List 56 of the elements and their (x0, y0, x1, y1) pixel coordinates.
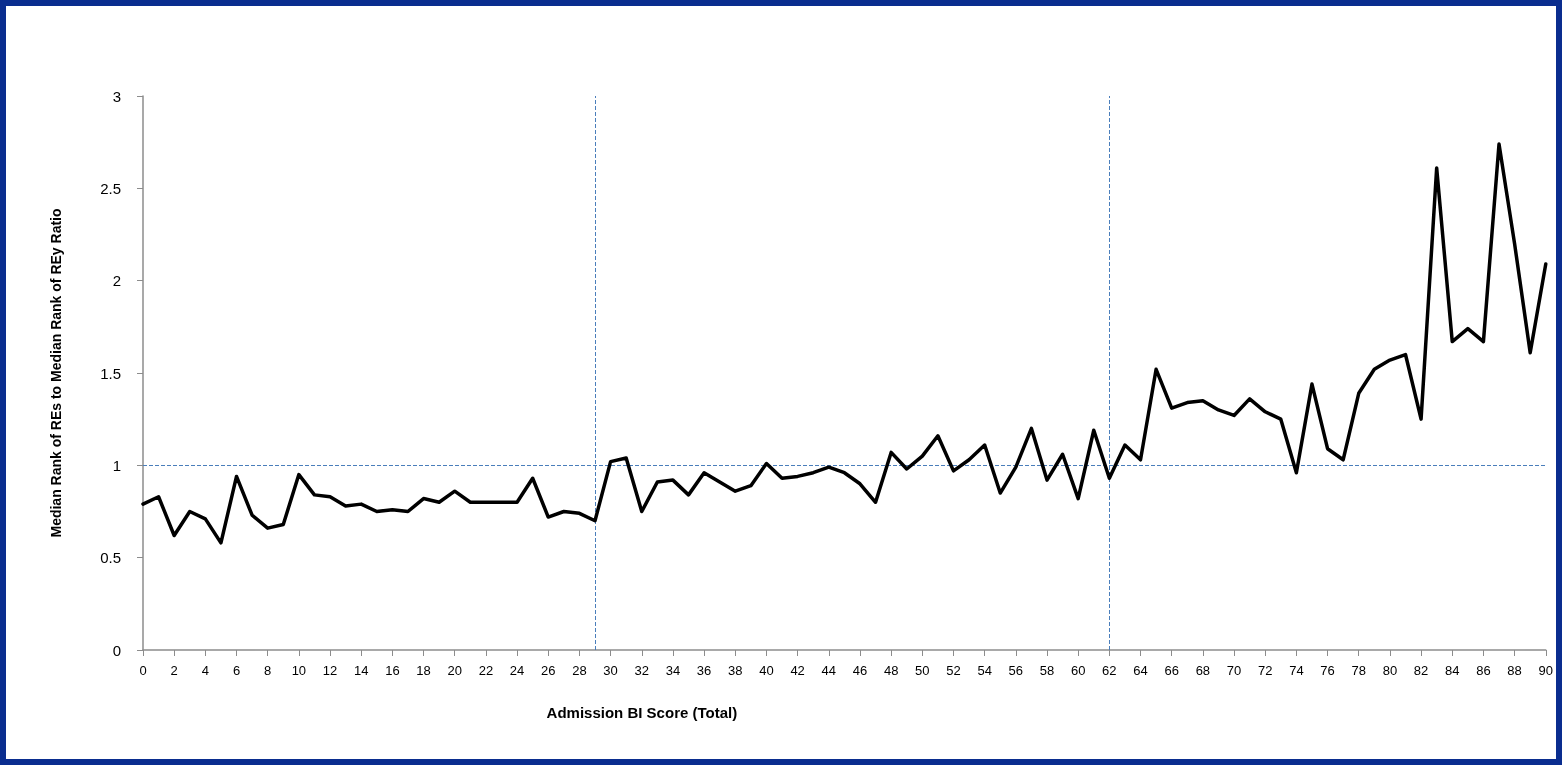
x-tick-label: 56 (1008, 663, 1024, 678)
y-tick-label: 0.5 (100, 549, 121, 567)
x-tick-label: 8 (264, 663, 272, 678)
x-tick-label: 10 (291, 663, 307, 678)
x-tick-label: 72 (1257, 663, 1273, 678)
x-tick-label: 18 (416, 663, 431, 678)
x-tick-label: 0 (139, 663, 147, 678)
x-tick-label: 60 (1070, 663, 1086, 678)
x-tick-label: 76 (1320, 663, 1335, 678)
x-tick-label: 38 (728, 663, 743, 678)
x-tick-label: 78 (1351, 663, 1366, 678)
x-tick-label: 12 (322, 663, 338, 678)
y-tick-label: 2.5 (100, 179, 121, 197)
x-tick-label: 26 (541, 663, 556, 678)
x-tick-label: 36 (696, 663, 712, 678)
x-tick-label: 58 (1039, 663, 1055, 678)
x-tick-label: 82 (1413, 663, 1429, 678)
x-tick-label: 90 (1538, 663, 1553, 678)
x-tick-label: 28 (572, 663, 587, 678)
x-tick-label: 46 (852, 663, 868, 678)
x-axis-title: Admission BI Score (Total) (546, 704, 738, 721)
x-tick-label: 84 (1445, 663, 1460, 678)
x-tick-label: 54 (977, 663, 992, 678)
x-tick-label: 34 (665, 663, 681, 678)
y-tick-label: 3 (112, 87, 121, 105)
y-axis-title: Median Rank of REs to Median Rank of REy Ratio (48, 208, 64, 538)
line-series (141, 142, 1548, 545)
x-tick-label: 4 (201, 663, 209, 678)
x-tick-label: 62 (1102, 663, 1117, 678)
x-tick-label: 42 (790, 663, 805, 678)
x-tick-label: 14 (353, 663, 369, 678)
x-tick-label: 74 (1289, 663, 1304, 678)
x-tick-label: 68 (1195, 663, 1211, 678)
x-tick-label: 48 (883, 663, 899, 678)
x-tick-label: 70 (1226, 663, 1242, 678)
x-tick-label: 64 (1133, 663, 1148, 678)
y-tick-label: 0 (112, 641, 121, 659)
x-tick-label: 6 (232, 663, 241, 678)
x-tick-label: 80 (1382, 663, 1398, 678)
x-tick-label: 22 (478, 663, 494, 678)
x-tick-label: 44 (821, 663, 837, 678)
y-tick-label: 1 (112, 456, 121, 474)
x-tick-label: 20 (447, 663, 462, 678)
x-tick-label: 86 (1476, 663, 1491, 678)
y-tick-label: 1.5 (100, 364, 121, 382)
x-tick-label: 24 (509, 663, 525, 678)
x-tick-label: 52 (946, 663, 961, 678)
x-tick-label: 2 (170, 663, 178, 678)
y-tick-label: 2 (112, 272, 121, 290)
x-tick-label: 66 (1164, 663, 1179, 678)
x-tick-label: 88 (1507, 663, 1522, 678)
x-tick-label: 40 (759, 663, 774, 678)
x-tick-label: 50 (915, 663, 930, 678)
x-tick-label: 30 (603, 663, 618, 678)
x-tick-label: 32 (634, 663, 649, 678)
x-tick-label: 16 (385, 663, 400, 678)
